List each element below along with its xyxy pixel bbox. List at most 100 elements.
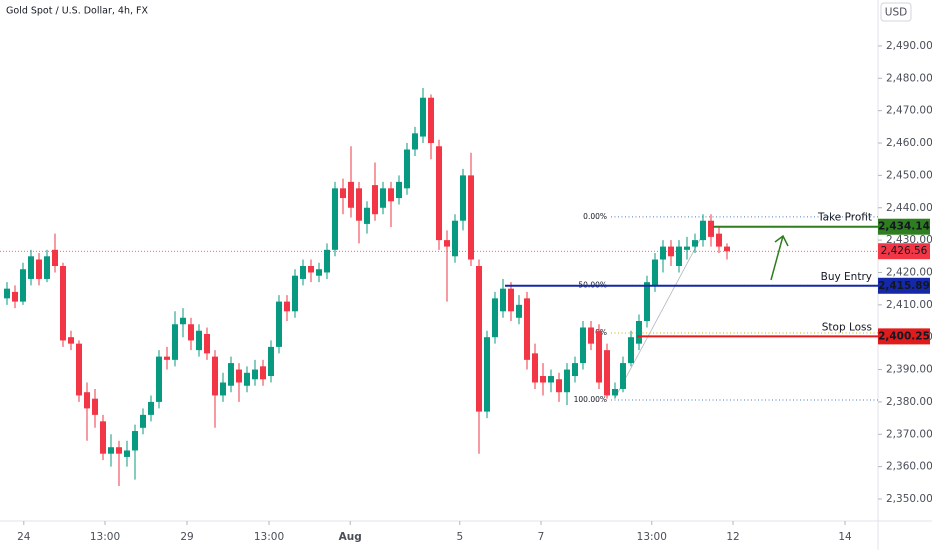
candle-body bbox=[188, 324, 194, 341]
candle-body bbox=[556, 379, 562, 393]
candle-body bbox=[636, 321, 642, 344]
x-tick-label: 13:00 bbox=[254, 531, 284, 543]
candle-body bbox=[156, 356, 162, 402]
candle-body bbox=[628, 337, 634, 364]
candle-body bbox=[140, 414, 146, 428]
x-tick-label: 29 bbox=[180, 531, 193, 543]
candle-body bbox=[84, 392, 90, 409]
candle-body bbox=[508, 288, 514, 312]
candle-body bbox=[260, 366, 266, 380]
candle-body bbox=[620, 363, 626, 389]
candle-body bbox=[604, 350, 610, 396]
candle-body bbox=[460, 175, 466, 221]
level-price-box bbox=[878, 277, 930, 294]
candle-body bbox=[340, 188, 346, 199]
candle-body bbox=[20, 269, 26, 302]
candle-body bbox=[164, 356, 170, 360]
y-tick-label: 2,430.00 bbox=[886, 234, 932, 246]
candle-body bbox=[12, 291, 18, 302]
candle-body bbox=[708, 220, 714, 237]
candle-body bbox=[228, 363, 234, 386]
candle-body bbox=[348, 181, 354, 208]
candle-body bbox=[236, 369, 242, 383]
candle-body bbox=[148, 401, 154, 415]
candle-body bbox=[124, 450, 130, 457]
level-price-label: 2,400.25 bbox=[878, 330, 930, 342]
y-tick-label: 2,480.00 bbox=[886, 72, 932, 84]
candle-body bbox=[116, 447, 122, 454]
candle-body bbox=[444, 240, 450, 247]
candle-body bbox=[516, 304, 522, 318]
candle-body bbox=[500, 288, 506, 312]
candle-body bbox=[588, 327, 594, 344]
level-price-box bbox=[878, 218, 930, 235]
current-price-box bbox=[878, 243, 930, 260]
candle-body bbox=[580, 327, 586, 364]
candle-body bbox=[76, 343, 82, 396]
fib-label: 100.00% bbox=[574, 395, 607, 404]
candle-body bbox=[356, 188, 362, 221]
candle-body bbox=[428, 97, 434, 144]
candle-body bbox=[324, 249, 330, 273]
candle-body bbox=[4, 288, 10, 299]
candle-body bbox=[172, 324, 178, 360]
y-tick-label: 2,410.00 bbox=[886, 299, 932, 311]
y-tick-label: 2,450.00 bbox=[886, 169, 932, 181]
candle-body bbox=[596, 330, 602, 383]
candle-body bbox=[404, 149, 410, 189]
candle-body bbox=[476, 266, 482, 412]
candle-body bbox=[60, 266, 66, 341]
candle-body bbox=[612, 388, 618, 396]
currency-box[interactable] bbox=[880, 2, 912, 22]
candle-body bbox=[92, 398, 98, 415]
candle-body bbox=[548, 376, 554, 383]
candle-body bbox=[372, 185, 378, 215]
y-tick-label: 2,460.00 bbox=[886, 137, 932, 149]
candle-body bbox=[676, 246, 682, 267]
candle-body bbox=[540, 376, 546, 383]
candle-body bbox=[412, 133, 418, 150]
candle-body bbox=[660, 246, 666, 260]
x-tick-label: 13:00 bbox=[637, 531, 667, 543]
candle-body bbox=[532, 353, 538, 383]
candle-body bbox=[668, 246, 674, 257]
candle-body bbox=[388, 188, 394, 202]
candle-body bbox=[332, 188, 338, 250]
fib-label: 0.00% bbox=[583, 212, 607, 221]
y-tick-label: 2,470.00 bbox=[886, 105, 932, 117]
candle-body bbox=[180, 317, 186, 325]
current-price-label: 2,426.56 bbox=[881, 245, 928, 257]
candle-body bbox=[252, 369, 258, 380]
candle-body bbox=[28, 256, 34, 279]
candle-body bbox=[220, 382, 226, 396]
y-tick-label: 2,420.00 bbox=[886, 266, 932, 278]
candle-body bbox=[572, 363, 578, 377]
y-tick-label: 2,390.00 bbox=[886, 364, 932, 376]
candle-body bbox=[276, 301, 282, 347]
x-tick-label: Aug bbox=[339, 531, 362, 543]
candle-body bbox=[132, 431, 138, 451]
candle-body bbox=[492, 298, 498, 338]
chart-title: Gold Spot / U.S. Dollar, 4h, FX bbox=[6, 6, 148, 17]
x-tick-label: 5 bbox=[456, 531, 463, 543]
candle-body bbox=[108, 447, 114, 454]
level-price-label: 2,434.14 bbox=[878, 221, 930, 233]
candle-body bbox=[484, 337, 490, 412]
candle-body bbox=[692, 240, 698, 247]
fib-trend-line bbox=[614, 229, 706, 399]
arrow bbox=[770, 234, 789, 281]
y-tick-label: 2,370.00 bbox=[886, 428, 932, 440]
candle-body bbox=[452, 220, 458, 257]
currency[interactable]: USD bbox=[885, 7, 907, 19]
x-tick-label: 12 bbox=[726, 531, 739, 543]
level-name: Take Profit bbox=[817, 212, 872, 224]
candle-body bbox=[364, 207, 370, 224]
candle-body bbox=[52, 249, 58, 267]
candle-body bbox=[300, 266, 306, 279]
level-name: Stop Loss bbox=[822, 321, 872, 333]
candle-body bbox=[524, 298, 530, 360]
candle-body bbox=[380, 188, 386, 208]
candle-body bbox=[420, 97, 426, 137]
candle-body bbox=[204, 333, 210, 354]
